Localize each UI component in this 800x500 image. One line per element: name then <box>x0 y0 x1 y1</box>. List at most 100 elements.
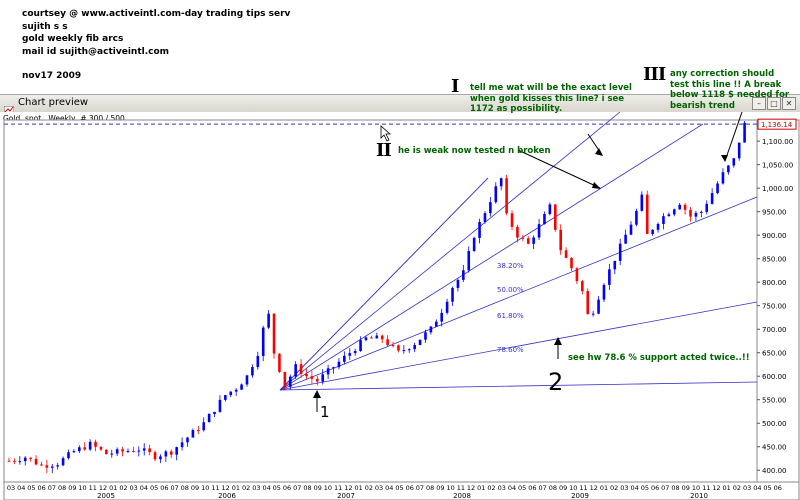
x-tick-label: 03 <box>7 484 15 492</box>
candle-body <box>689 209 692 217</box>
candle-body <box>467 251 471 271</box>
candle-body <box>272 313 276 354</box>
x-tick-label: 02 <box>610 484 618 492</box>
candle-body <box>397 345 400 351</box>
price-chart: 1,100.00 1,050.00 1,000.00 950.00 900.00 850.… <box>3 112 800 500</box>
candle-body <box>99 446 103 450</box>
arrow-head-icon <box>592 182 601 189</box>
y-tick-label: 800.00 <box>762 279 787 287</box>
x-tick-label: 04 <box>508 484 516 492</box>
x-tick-label: 05 <box>273 484 281 492</box>
candle-body <box>56 465 59 467</box>
y-tick-label: 500.00 <box>762 420 787 428</box>
candle-body <box>332 367 335 369</box>
candle-body <box>164 451 168 457</box>
y-tick-label: 1,100.00 <box>762 138 793 146</box>
x-tick-label: 08 <box>303 484 311 492</box>
candle-body <box>451 287 454 302</box>
fib-anchor-line <box>279 177 489 391</box>
arrow-head-icon <box>313 390 321 398</box>
chart-subtitle: Gold, spot , Weekly, # 300 / 500 <box>3 114 125 123</box>
candle-body <box>315 378 319 382</box>
candle-body <box>732 158 736 166</box>
candle-body <box>343 355 346 362</box>
candle-body <box>29 457 32 459</box>
fib-fan-line <box>279 381 758 391</box>
candle-body <box>337 361 341 368</box>
candle-body <box>94 441 97 447</box>
x-tick-label: 03 <box>498 484 506 492</box>
candle-body <box>105 449 108 455</box>
y-tick-label: 550.00 <box>762 397 787 405</box>
candle-body <box>299 364 303 375</box>
minimize-icon[interactable]: – <box>752 97 766 110</box>
x-tick-label: 01 <box>723 484 731 492</box>
header-line: sujith s s <box>22 21 68 32</box>
x-tick-label: 06 <box>528 484 536 492</box>
candle-body <box>283 371 287 387</box>
x-tick-label: 07 <box>170 484 178 492</box>
candle-body <box>462 270 465 280</box>
candle-body <box>305 374 308 377</box>
candle-body <box>413 344 416 350</box>
candle-body <box>7 460 11 462</box>
candle-body <box>737 142 741 159</box>
candle-body <box>370 337 373 339</box>
candle-body <box>516 226 519 238</box>
x-tick-label: 02 <box>365 484 373 492</box>
candle-body <box>115 449 119 454</box>
candle-body <box>251 367 254 376</box>
chart-area[interactable]: Gold, spot , Weekly, # 300 / 500 1,100.0… <box>0 112 800 500</box>
header-date: nov17 2009 <box>22 71 82 81</box>
candle-body <box>537 224 541 238</box>
candle-body <box>429 326 433 333</box>
x-tick-label: 06 <box>651 484 659 492</box>
x-tick-label: 02 <box>733 484 741 492</box>
candle-body <box>278 353 281 372</box>
fib-label: 50.00% <box>497 286 524 294</box>
x-tick-label: 06 <box>774 484 782 492</box>
x-tick-label: 09 <box>191 484 199 492</box>
candle-body <box>83 447 87 450</box>
close-icon[interactable]: ✕ <box>782 97 796 110</box>
candle-body <box>721 172 725 184</box>
y-tick-label: 600.00 <box>762 373 787 381</box>
chart-preview-window: Chart preview – □ ✕ Gold, spot , Weekly,… <box>0 94 800 500</box>
candle-body <box>597 299 600 314</box>
fib-label: 61.80% <box>497 312 524 320</box>
x-tick-label: 07 <box>538 484 546 492</box>
cursor-icon <box>380 125 392 142</box>
price-tag: 1,136.14 <box>761 121 793 129</box>
candle-body <box>445 301 449 313</box>
x-tick-label: 02 <box>119 484 127 492</box>
candle-body <box>494 186 498 203</box>
candle-body <box>510 213 514 227</box>
candle-body <box>456 279 460 288</box>
candle-body <box>694 212 698 217</box>
candle-body <box>386 339 389 346</box>
maximize-icon[interactable]: □ <box>767 97 781 110</box>
candle-body <box>45 465 49 468</box>
x-tick-label: 07 <box>661 484 669 492</box>
candle-body <box>169 451 173 455</box>
candle-body <box>23 457 27 462</box>
fib-fan-line <box>279 196 758 391</box>
candle-body <box>613 260 617 270</box>
x-tick-label: 11 <box>89 484 97 492</box>
y-tick-label: 700.00 <box>762 326 787 334</box>
candle-body <box>186 437 189 443</box>
candle-body <box>434 321 438 327</box>
x-tick-label: 04 <box>17 484 25 492</box>
candle-body <box>478 221 481 238</box>
candle-body <box>34 458 38 465</box>
header-line: mail id sujith@activeintl.com <box>22 46 170 57</box>
x-tick-label: 08 <box>58 484 66 492</box>
candle-body <box>635 210 638 225</box>
annotation-arrow <box>724 112 743 162</box>
x-tick-label: 11 <box>211 484 219 492</box>
candle-body <box>570 257 573 269</box>
candle-body <box>256 355 260 368</box>
x-tick-label: 10 <box>446 484 454 492</box>
fib-label: 78.60% <box>497 346 524 354</box>
y-tick-label: 850.00 <box>762 256 787 264</box>
